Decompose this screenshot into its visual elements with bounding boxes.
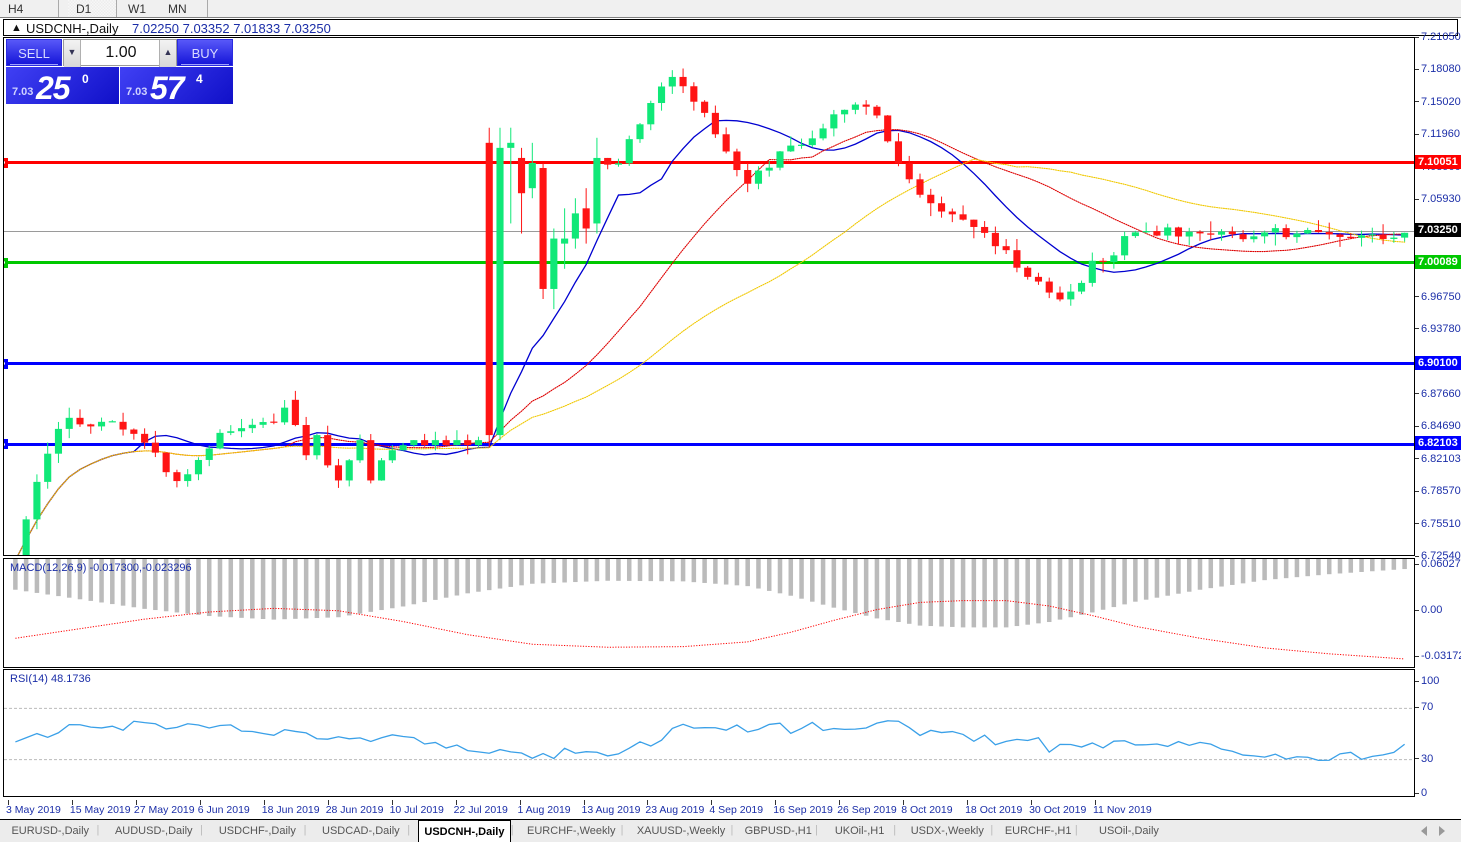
svg-text:MACD(12,26,9) -0.017300,-0.023: MACD(12,26,9) -0.017300,-0.023296	[10, 562, 192, 574]
svg-text:RSI(14) 48.1736: RSI(14) 48.1736	[10, 673, 91, 685]
